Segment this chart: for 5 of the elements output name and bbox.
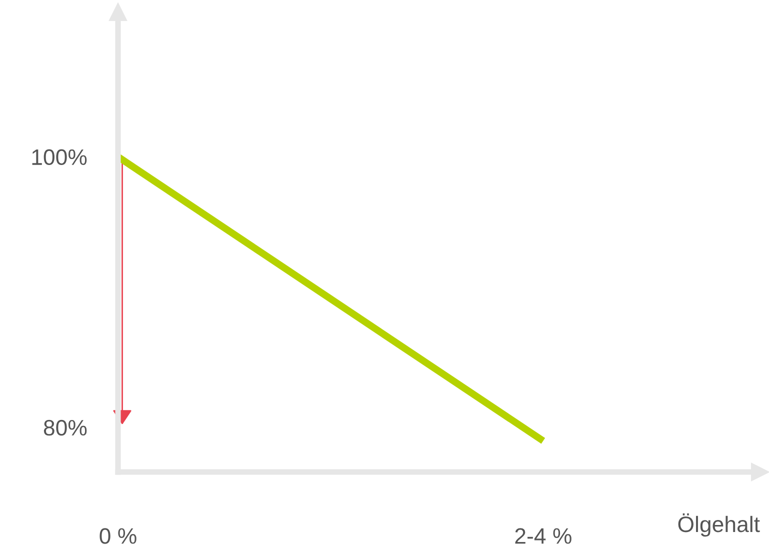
x-tick-label: 2-4 % <box>515 528 572 544</box>
y-tick-label: 100% <box>32 149 87 166</box>
x-tick-label: 0 % <box>100 528 136 544</box>
y-tick-label: 80% <box>44 420 87 436</box>
x-axis-title: Ölgehalt <box>678 513 760 537</box>
